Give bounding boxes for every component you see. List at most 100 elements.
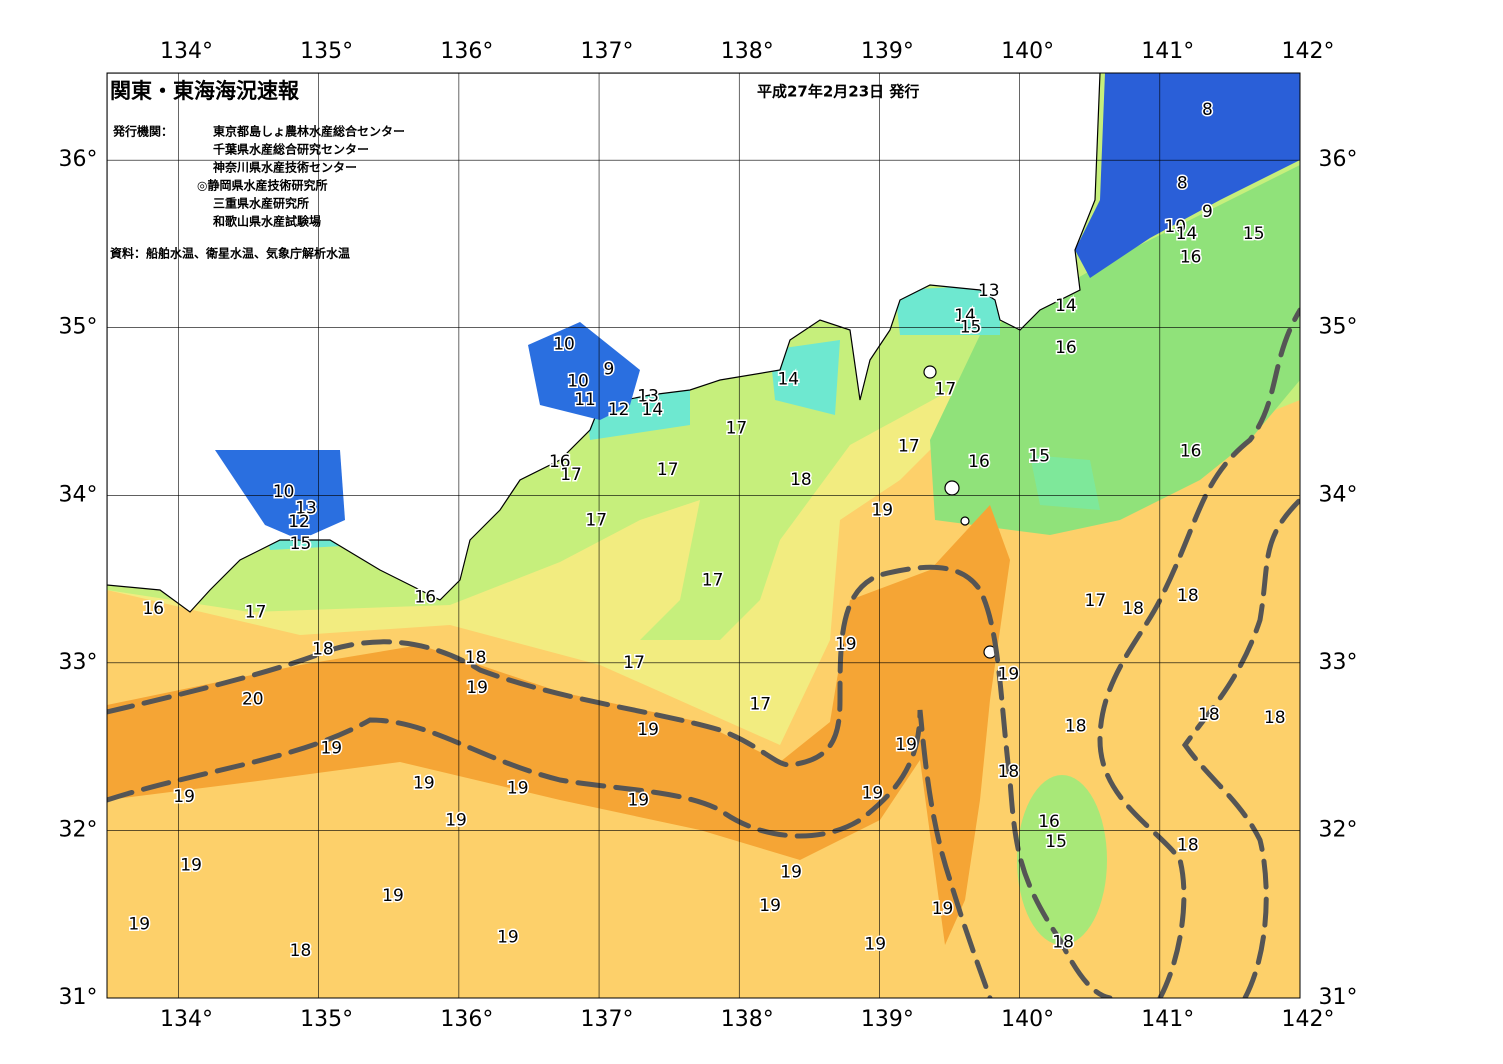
lat-tick-label: 34° — [59, 482, 98, 507]
lat-tick-label: 36° — [1319, 147, 1358, 172]
issuer: 千葉県水産総合研究センター — [213, 142, 369, 157]
contour-label: 19 — [382, 886, 404, 906]
contour-label: 19 — [497, 928, 519, 948]
lon-tick-label: 135° — [300, 1007, 353, 1032]
contour-label: 15 — [1243, 224, 1265, 244]
contour-label: 19 — [864, 934, 886, 954]
title: 関東・東海海況速報 — [110, 79, 300, 103]
contour-label: 18 — [1177, 836, 1199, 856]
lon-tick-label: 140° — [1001, 1007, 1054, 1032]
contour-label: 19 — [507, 779, 529, 799]
contour-label: 20 — [242, 690, 264, 710]
contour-label: 15 — [290, 534, 312, 554]
sea-cold-oyashio — [1075, 73, 1300, 278]
contour-label: 8 — [1177, 174, 1188, 194]
contour-label: 19 — [871, 500, 893, 520]
contour-label: 8 — [1202, 100, 1213, 120]
contour-label: 18 — [1264, 708, 1286, 728]
contour-label: 19 — [835, 634, 857, 654]
contour-label: 16 — [1055, 338, 1077, 358]
contour-label: 18 — [290, 941, 312, 961]
contour-label: 16 — [414, 588, 436, 608]
contour-label: 19 — [932, 899, 954, 919]
contour-label: 14 — [1176, 224, 1198, 244]
sea-suruga-bay — [770, 340, 840, 415]
lon-tick-label: 138° — [721, 1007, 774, 1032]
contour-label: 14 — [777, 370, 799, 390]
contour-label: 10 — [273, 482, 295, 502]
lon-tick-label: 141° — [1141, 1007, 1194, 1032]
contour-label: 17 — [898, 437, 920, 457]
contour-label: 16 — [549, 452, 571, 472]
contour-label: 19 — [637, 720, 659, 740]
issuer: ◎静岡県水産技術研究所 — [197, 178, 327, 193]
lon-tick-label: 140° — [1001, 39, 1054, 64]
contour-label: 19 — [759, 896, 781, 916]
contour-label: 17 — [560, 465, 582, 485]
contour-label: 17 — [1085, 591, 1107, 611]
contour-label: 14 — [954, 306, 976, 326]
lat-tick-label: 32° — [59, 817, 98, 842]
contour-label: 10 — [553, 334, 575, 354]
contour-label: 19 — [862, 784, 884, 804]
contour-label: 17 — [585, 510, 607, 530]
contour-label: 9 — [1202, 202, 1213, 222]
contour-label: 17 — [623, 653, 645, 673]
lat-tick-label: 33° — [59, 650, 98, 675]
contour-label: 15 — [1028, 447, 1050, 467]
contour-label: 16 — [1180, 247, 1202, 267]
kuroshio-edge — [1181, 497, 1300, 998]
contour-label: 13 — [978, 281, 1000, 301]
issuer-label: 発行機関： — [112, 124, 173, 139]
issue-date: 平成27年2月23日 発行 — [757, 83, 919, 101]
contour-label: 11 — [574, 390, 596, 410]
lon-tick-label: 139° — [861, 39, 914, 64]
contour-label: 19 — [320, 738, 342, 758]
lon-tick-label: 134° — [160, 39, 213, 64]
lat-tick-label: 34° — [1319, 482, 1358, 507]
lon-tick-label: 142° — [1282, 39, 1335, 64]
lat-tick-label: 33° — [1319, 650, 1358, 675]
contour-label: 19 — [445, 810, 467, 830]
lat-tick-label: 32° — [1319, 817, 1358, 842]
lon-tick-label: 136° — [440, 1007, 493, 1032]
sea-cool-eddy — [1017, 775, 1107, 945]
contour-label: 16 — [142, 599, 164, 619]
island — [960, 516, 970, 526]
contour-label: 13 — [295, 499, 317, 519]
contour-label: 18 — [790, 470, 812, 490]
contour-label: 18 — [1065, 717, 1087, 737]
island — [944, 480, 960, 496]
lat-tick-label: 35° — [1319, 315, 1358, 340]
contour-label: 19 — [895, 735, 917, 755]
contour-label: 17 — [702, 571, 724, 591]
contour-label: 9 — [603, 360, 614, 380]
lat-tick-label: 36° — [59, 147, 98, 172]
contour-label: 18 — [1177, 586, 1199, 606]
contour-label: 17 — [657, 460, 679, 480]
kuroshio-edge — [107, 709, 993, 998]
contour-label: 18 — [1122, 599, 1144, 619]
lat-tick-label: 35° — [59, 315, 98, 340]
sea-cool-patch — [1030, 455, 1100, 510]
island — [923, 365, 937, 379]
lon-tick-label: 135° — [300, 39, 353, 64]
lon-tick-label: 134° — [160, 1007, 213, 1032]
lon-tick-label: 137° — [581, 39, 634, 64]
lon-tick-label: 139° — [861, 1007, 914, 1032]
contour-label: 19 — [413, 774, 435, 794]
contour-label: 19 — [627, 790, 649, 810]
ise-bay — [528, 322, 640, 420]
contour-label: 18 — [312, 639, 334, 659]
contour-label: 12 — [288, 512, 310, 532]
contour-label: 12 — [608, 400, 630, 420]
contour-label: 19 — [998, 665, 1020, 685]
contour-label: 19 — [180, 856, 202, 876]
contour-label: 14 — [1055, 296, 1077, 316]
contour-label: 17 — [726, 418, 748, 438]
contour-label: 14 — [642, 400, 664, 420]
contour-label: 16 — [968, 452, 990, 472]
contour-label: 19 — [466, 678, 488, 698]
contour-label: 18 — [465, 648, 487, 668]
issuer: 和歌山県水産試験場 — [212, 214, 321, 229]
